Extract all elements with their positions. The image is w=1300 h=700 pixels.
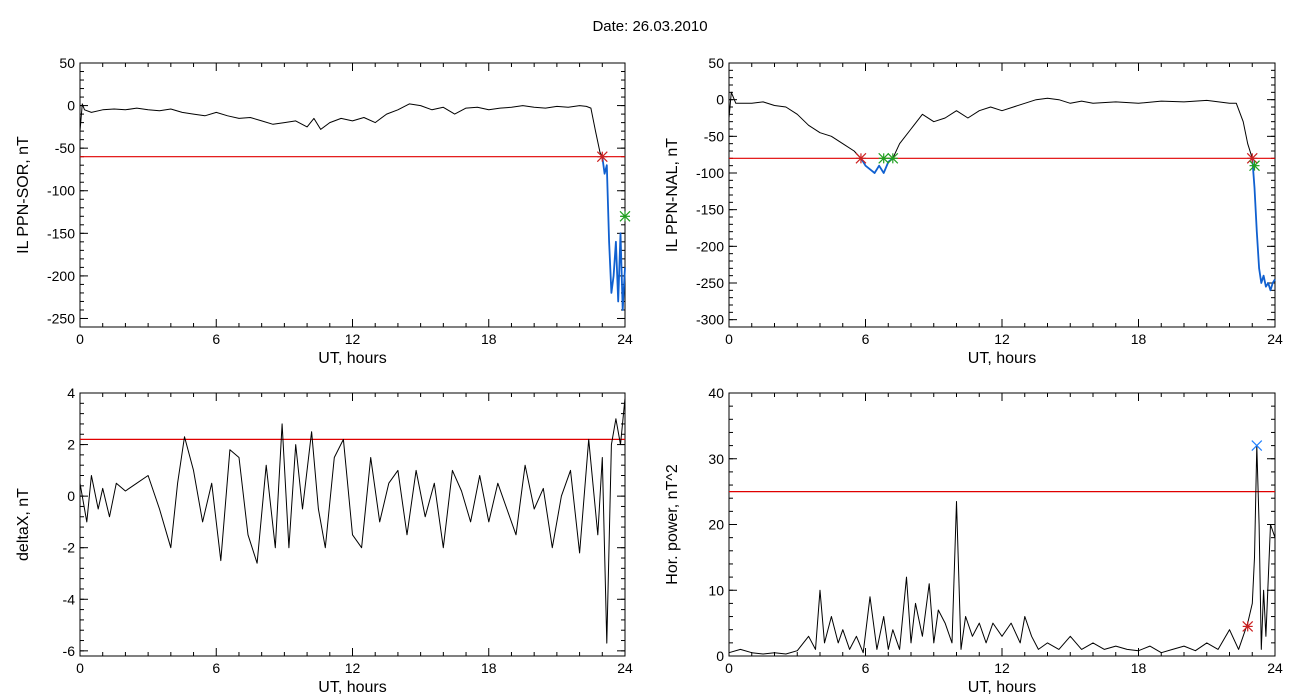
x-tick-label: 0 xyxy=(76,331,84,347)
y-tick-label: 2 xyxy=(67,437,75,453)
event-marker-red xyxy=(596,151,608,163)
chart-ppn-nal: 0 6 12 18 24 50 0 -50 -100 -150 -200 -250 -300 UT, ho… xyxy=(664,55,1283,367)
y-tick-label: 30 xyxy=(708,451,724,467)
x-axis-label: UT, hours xyxy=(318,350,386,367)
y-tick-label: -150 xyxy=(696,202,724,218)
x-tick-label: 12 xyxy=(994,331,1010,347)
x-tick-label: 24 xyxy=(1267,331,1283,347)
y-tick-label: -150 xyxy=(47,225,75,241)
chart-hor-power: 0 6 12 18 24 40 30 20 10 0 UT, hours Hor. power, nT… xyxy=(664,385,1283,696)
highlighted-series-line xyxy=(1251,158,1276,292)
x-axis-label: UT, hours xyxy=(968,350,1036,367)
x-tick-label: 6 xyxy=(212,660,220,676)
y-tick-label: -100 xyxy=(696,165,724,181)
y-tick-label: 10 xyxy=(708,582,724,598)
y-tick-label: 50 xyxy=(708,55,724,71)
y-tick-label: 0 xyxy=(67,488,75,504)
event-marker-red xyxy=(1246,152,1258,164)
x-tick-label: 6 xyxy=(212,331,220,347)
y-tick-label: -50 xyxy=(704,128,724,144)
y-tick-label: 20 xyxy=(708,517,724,533)
y-tick-label: -50 xyxy=(55,140,75,156)
plot-frame xyxy=(79,392,626,657)
date-label: Date: xyxy=(592,18,629,35)
event-marker-green xyxy=(887,152,899,164)
y-tick-label: -100 xyxy=(47,183,75,199)
x-tick-label: 18 xyxy=(481,331,497,347)
event-marker-red xyxy=(1242,620,1254,632)
series-line xyxy=(892,97,1253,159)
figure-title: Date: 26.03.2010 xyxy=(0,18,1300,35)
chart-deltax: 0 6 12 18 24 4 2 0 -2 -4 -6 UT, hours deltaX, nT xyxy=(15,385,633,696)
y-tick-label: 0 xyxy=(716,648,724,664)
x-tick-label: 18 xyxy=(1131,660,1147,676)
plot-frame xyxy=(728,62,1276,328)
event-marker-green xyxy=(878,152,890,164)
highlighted-series-line xyxy=(601,156,626,311)
marker-stroke xyxy=(1251,440,1263,452)
series-line xyxy=(79,398,626,644)
event-marker-red xyxy=(855,152,867,164)
y-axis-label: IL PPN-NAL, nT xyxy=(664,138,681,252)
x-tick-label: 18 xyxy=(1131,331,1147,347)
series-line xyxy=(79,103,603,157)
y-axis-label: IL PPN-SOR, nT xyxy=(15,136,32,254)
chart-ppn-sor: 0 6 12 18 24 50 0 -50 -100 -150 -200 -250 UT, hours I… xyxy=(15,55,633,367)
y-tick-label: 4 xyxy=(67,385,75,401)
event-marker-green xyxy=(619,210,631,222)
event-marker-green xyxy=(1249,160,1260,172)
y-tick-label: -6 xyxy=(63,643,76,659)
x-tick-label: 24 xyxy=(617,660,633,676)
date-value: 26.03.2010 xyxy=(632,18,708,35)
y-tick-label: -300 xyxy=(696,312,724,328)
x-tick-label: 12 xyxy=(345,331,361,347)
x-tick-label: 12 xyxy=(994,660,1010,676)
y-tick-label: -250 xyxy=(696,275,724,291)
x-tick-label: 0 xyxy=(725,660,733,676)
x-tick-label: 0 xyxy=(725,331,733,347)
y-tick-label: 0 xyxy=(67,98,75,114)
y-tick-label: 0 xyxy=(716,92,724,108)
x-axis-label: UT, hours xyxy=(968,679,1036,696)
x-tick-label: 12 xyxy=(345,660,361,676)
x-tick-label: 24 xyxy=(1267,660,1283,676)
y-tick-label: 40 xyxy=(708,385,724,401)
x-tick-label: 6 xyxy=(862,660,870,676)
x-tick-label: 0 xyxy=(76,660,84,676)
event-marker-blue xyxy=(1251,440,1263,452)
series-line xyxy=(728,91,862,159)
y-tick-label: -200 xyxy=(47,268,75,284)
series-line xyxy=(728,445,1276,655)
plot-frame xyxy=(79,62,626,328)
y-tick-label: -200 xyxy=(696,238,724,254)
y-tick-label: 50 xyxy=(59,55,75,71)
x-axis-label: UT, hours xyxy=(318,679,386,696)
x-tick-label: 24 xyxy=(617,331,633,347)
y-tick-label: -4 xyxy=(63,591,76,607)
y-axis-label: Hor. power, nT^2 xyxy=(664,464,681,585)
x-tick-label: 6 xyxy=(862,331,870,347)
highlighted-series-line xyxy=(860,157,894,174)
y-tick-label: -250 xyxy=(47,310,75,326)
plot-frame xyxy=(728,392,1276,657)
x-tick-label: 18 xyxy=(481,660,497,676)
y-axis-label: deltaX, nT xyxy=(15,488,32,561)
y-tick-label: -2 xyxy=(63,540,76,556)
